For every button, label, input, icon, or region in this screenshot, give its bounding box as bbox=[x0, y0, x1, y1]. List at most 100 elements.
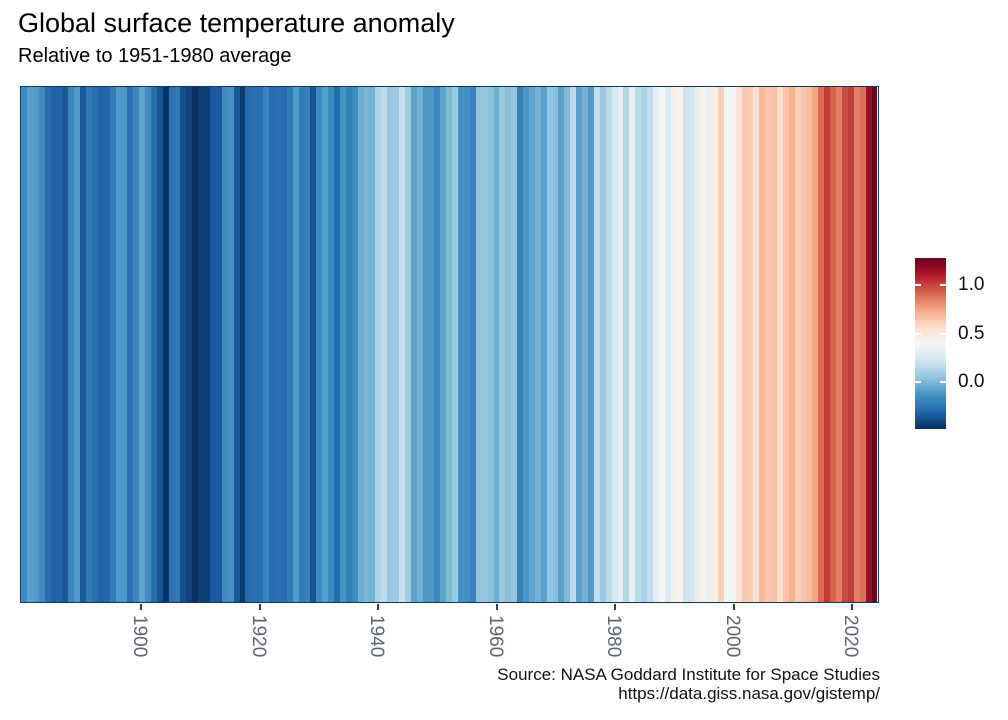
colorbar-tick-label: 1.0 bbox=[958, 274, 985, 296]
stripe-2003 bbox=[747, 87, 754, 602]
stripe-1990 bbox=[670, 87, 677, 602]
x-tick-label-1980: 1980 bbox=[603, 615, 625, 658]
x-tick-1940 bbox=[377, 604, 380, 610]
colorbar-tick-label: 0.5 bbox=[958, 322, 985, 344]
colorbar-tick-mark bbox=[940, 284, 946, 287]
stripe-1973 bbox=[570, 87, 577, 602]
x-tick-label-1920: 1920 bbox=[247, 615, 269, 658]
stripe-1965 bbox=[523, 87, 529, 602]
stripe-1898 bbox=[127, 87, 134, 602]
stripe-1969 bbox=[546, 87, 553, 602]
stripe-1888 bbox=[68, 87, 75, 602]
stripe-2007 bbox=[771, 87, 777, 602]
stripe-1950 bbox=[434, 87, 441, 602]
x-tick-label-1940: 1940 bbox=[366, 615, 388, 658]
stripe-1993 bbox=[688, 87, 695, 602]
stripe-1978 bbox=[599, 87, 606, 602]
stripe-1934 bbox=[339, 87, 346, 602]
stripe-1979 bbox=[605, 87, 612, 602]
stripe-2016 bbox=[824, 87, 831, 602]
x-tick-2000 bbox=[732, 604, 735, 610]
stripe-1904 bbox=[162, 87, 169, 602]
stripe-1908 bbox=[186, 87, 193, 602]
colorbar-tick-mark bbox=[940, 381, 946, 384]
stripe-1931 bbox=[322, 87, 329, 602]
stripe-1899 bbox=[133, 87, 140, 602]
x-tick-label-1960: 1960 bbox=[484, 615, 506, 658]
stripe-2013 bbox=[806, 87, 813, 602]
stripe-1975 bbox=[582, 87, 588, 602]
stripe-1949 bbox=[428, 87, 435, 602]
stripe-1894 bbox=[103, 87, 110, 602]
stripe-2006 bbox=[765, 87, 772, 602]
stripe-1957 bbox=[475, 87, 482, 602]
stripe-1919 bbox=[251, 87, 258, 602]
stripe-1981 bbox=[617, 87, 624, 602]
stripe-1994 bbox=[694, 87, 701, 602]
stripe-2005 bbox=[759, 87, 766, 602]
source-caption: Source: NASA Goddard Institute for Space… bbox=[497, 665, 880, 703]
stripe-2002 bbox=[741, 87, 748, 602]
stripe-1907 bbox=[180, 87, 187, 602]
stripe-1922 bbox=[269, 87, 275, 602]
stripe-1911 bbox=[204, 87, 210, 602]
stripe-1880 bbox=[21, 87, 27, 602]
stripe-1996 bbox=[706, 87, 713, 602]
stripe-1885 bbox=[50, 87, 57, 602]
stripe-1963 bbox=[511, 87, 518, 602]
stripe-1893 bbox=[97, 87, 104, 602]
caption-line-2: https://data.giss.nasa.gov/gistemp/ bbox=[618, 684, 880, 703]
colorbar-tick-label: 0.0 bbox=[958, 371, 985, 393]
stripe-2023 bbox=[865, 87, 872, 602]
stripe-2019 bbox=[841, 87, 848, 602]
stripe-2012 bbox=[800, 87, 807, 602]
x-tick-1980 bbox=[614, 604, 617, 610]
stripe-1936 bbox=[351, 87, 358, 602]
stripe-1977 bbox=[593, 87, 600, 602]
stripe-2009 bbox=[782, 87, 789, 602]
x-tick-label-2000: 2000 bbox=[721, 615, 743, 658]
stripe-1974 bbox=[576, 87, 583, 602]
stripe-2001 bbox=[735, 87, 742, 602]
stripe-1991 bbox=[676, 87, 683, 602]
stripe-2020 bbox=[847, 87, 854, 602]
stripe-1958 bbox=[481, 87, 488, 602]
stripe-1952 bbox=[446, 87, 453, 602]
stripe-1984 bbox=[635, 87, 642, 602]
stripe-1892 bbox=[91, 87, 98, 602]
colorbar-tick-mark bbox=[940, 332, 946, 335]
stripe-1938 bbox=[363, 87, 370, 602]
stripe-1890 bbox=[80, 87, 86, 602]
stripe-1884 bbox=[44, 87, 51, 602]
x-tick-1900 bbox=[140, 604, 143, 610]
stripe-1961 bbox=[499, 87, 506, 602]
stripe-1906 bbox=[174, 87, 181, 602]
stripe-1897 bbox=[121, 87, 128, 602]
x-tick-label-1900: 1900 bbox=[129, 615, 151, 658]
stripe-1921 bbox=[263, 87, 270, 602]
stripe-2008 bbox=[777, 87, 783, 602]
stripe-1980 bbox=[611, 87, 618, 602]
stripe-1946 bbox=[410, 87, 417, 602]
stripe-1945 bbox=[404, 87, 411, 602]
stripe-1901 bbox=[145, 87, 151, 602]
stripe-1939 bbox=[369, 87, 376, 602]
stripe-1915 bbox=[227, 87, 234, 602]
stripe-1910 bbox=[198, 87, 205, 602]
stripe-1927 bbox=[298, 87, 305, 602]
stripe-1955 bbox=[463, 87, 470, 602]
stripe-1925 bbox=[286, 87, 293, 602]
stripe-1997 bbox=[712, 87, 718, 602]
stripe-1956 bbox=[469, 87, 476, 602]
stripe-1916 bbox=[233, 87, 240, 602]
stripe-1940 bbox=[375, 87, 382, 602]
stripe-1995 bbox=[700, 87, 707, 602]
stripe-2024 bbox=[871, 87, 878, 602]
stripe-1887 bbox=[62, 87, 69, 602]
stripe-1900 bbox=[139, 87, 146, 602]
stripe-2015 bbox=[818, 87, 825, 602]
stripe-1932 bbox=[328, 87, 335, 602]
stripe-1989 bbox=[664, 87, 671, 602]
stripe-1960 bbox=[493, 87, 500, 602]
stripe-1998 bbox=[717, 87, 724, 602]
